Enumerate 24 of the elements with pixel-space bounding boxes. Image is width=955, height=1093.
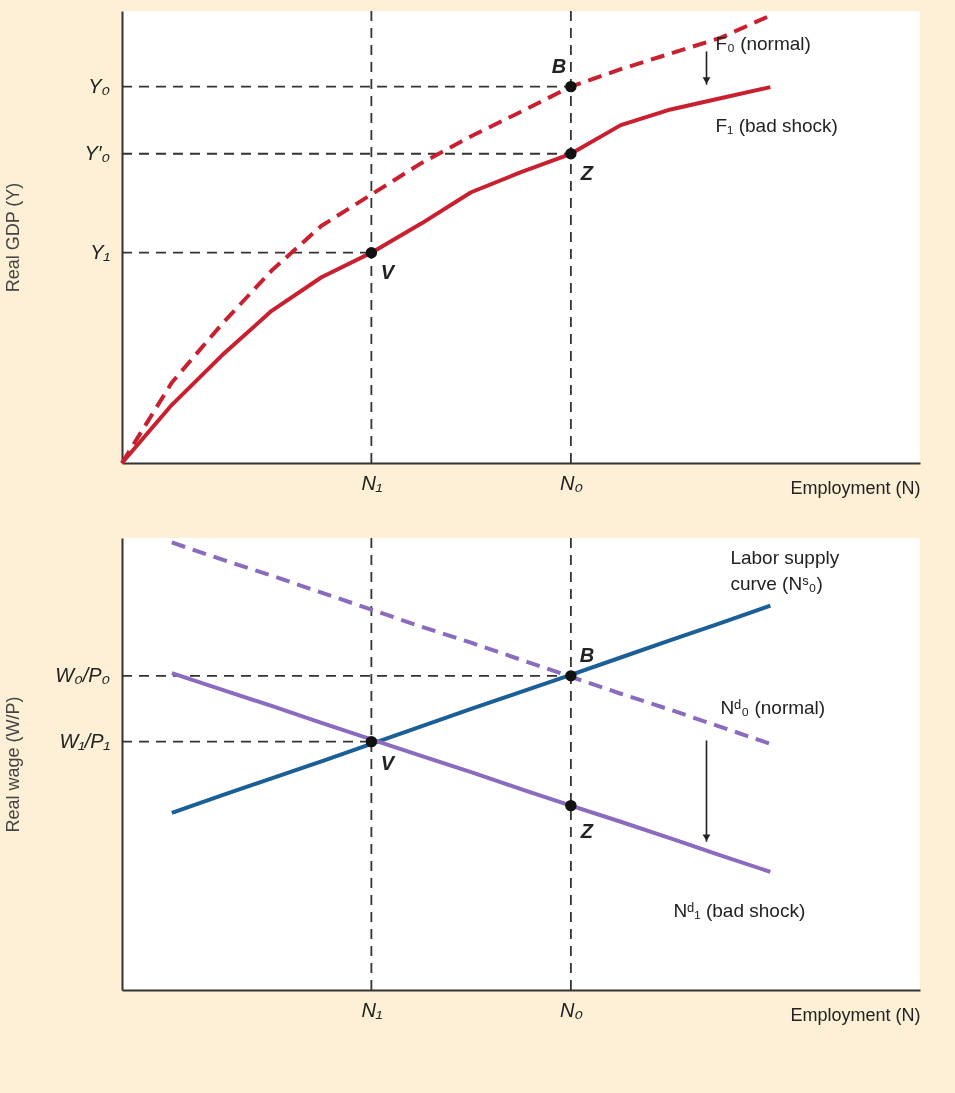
- ref-line-label: Y₁: [90, 240, 110, 263]
- y-axis-title: Real GDP (Y): [2, 182, 23, 293]
- text: Nᵈ₁ (bad shock): [673, 899, 806, 921]
- ref-line-label: Y₀: [88, 74, 110, 97]
- y-axis-title: Real wage (W/P): [2, 696, 23, 833]
- x-tick-label: N₀: [559, 998, 583, 1021]
- ref-line-label: W₀/P₀: [55, 663, 110, 686]
- annotation: B: [551, 54, 567, 77]
- x-tick-label: N₁: [361, 471, 383, 494]
- series-label: F₀ (normal): [715, 33, 811, 55]
- annotation: V: [380, 260, 396, 283]
- series-label: F₁ (bad shock): [715, 115, 838, 137]
- series-label: Nᵈ₀ (normal): [720, 696, 826, 718]
- x-tick-label: N₁: [361, 998, 383, 1021]
- ref-line-label: W₁/P₁: [59, 729, 110, 752]
- annotation: V: [380, 751, 396, 774]
- x-tick-label: N₀: [559, 471, 583, 494]
- annotation: Z: [579, 161, 594, 184]
- series-label: Labor supply curve (Nˢ₀): [730, 546, 840, 594]
- ref-line-label: Y′₀: [84, 141, 110, 164]
- x-axis-title: Employment (N): [790, 1004, 921, 1025]
- x-axis-title: Employment (N): [790, 477, 921, 498]
- annotation: Z: [579, 819, 594, 842]
- annotation: B: [579, 643, 595, 666]
